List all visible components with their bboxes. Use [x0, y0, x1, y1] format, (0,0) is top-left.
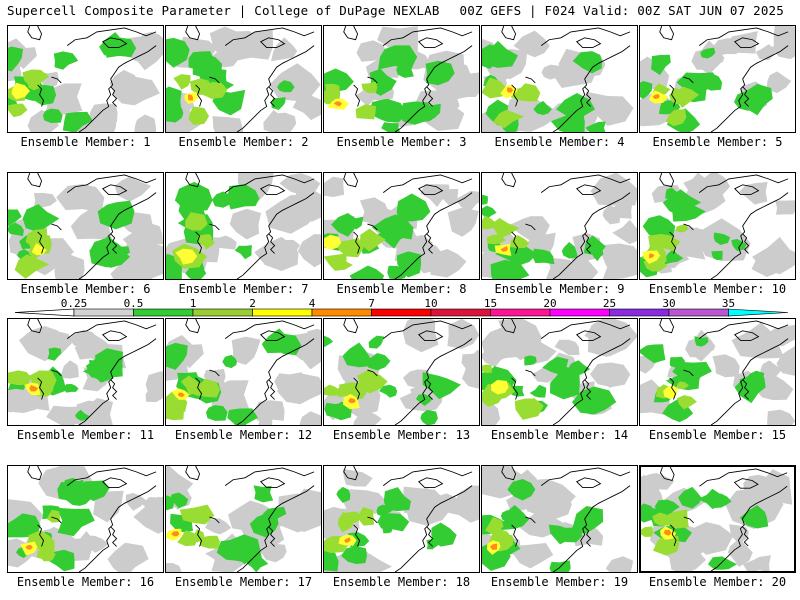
colorbar-left-arrow: [14, 308, 75, 317]
scp-field: [8, 466, 163, 572]
scp-field: [324, 319, 479, 425]
scp-field: [482, 319, 637, 425]
ensemble-map-8[interactable]: [323, 172, 480, 280]
ensemble-map-4[interactable]: [481, 25, 638, 133]
scp-field: [166, 173, 321, 279]
ensemble-map-14[interactable]: [481, 318, 638, 426]
scp-field: [166, 319, 321, 425]
ensemble-member-label: Ensemble Member: 5: [652, 135, 783, 149]
ensemble-map-11[interactable]: [7, 318, 164, 426]
scp-field: [482, 173, 637, 279]
ensemble-map-2[interactable]: [165, 25, 322, 133]
scp-field: [8, 173, 163, 279]
colorbar-tick-label: 35: [722, 297, 735, 310]
scp-field: [166, 26, 321, 132]
colorbar-tick-label: 7: [368, 297, 375, 310]
colorbar-swatch: [371, 308, 432, 317]
colorbar-tick-label: 4: [309, 297, 316, 310]
ensemble-map-20[interactable]: [639, 465, 796, 573]
colorbar-swatch: [549, 308, 610, 317]
colorbar-swatch: [430, 308, 491, 317]
ensemble-member-label: Ensemble Member: 6: [20, 282, 151, 296]
scp-field: [324, 466, 479, 572]
scp-field: [324, 173, 479, 279]
scp-field: [482, 466, 634, 572]
colorbar-tick-label: 15: [484, 297, 497, 310]
colorbar-swatch: [311, 308, 372, 317]
ensemble-map-6[interactable]: [7, 172, 164, 280]
colorbar-tick-label: 25: [603, 297, 616, 310]
colorbar-tick-label: 0.25: [61, 297, 88, 310]
ensemble-member-label: Ensemble Member: 7: [178, 282, 309, 296]
colorbar-tick-label: 20: [543, 297, 556, 310]
colorbar-tick-label: 1: [190, 297, 197, 310]
ensemble-member-label: Ensemble Member: 17: [174, 575, 313, 589]
colorbar-svg: 0.25 0.5 1 2 4 7 10 15 20 25 30 35: [14, 297, 789, 317]
colorbar-swatch: [252, 308, 313, 317]
scp-field: [641, 467, 793, 571]
scp-field: [8, 319, 163, 425]
ensemble-member-label: Ensemble Member: 16: [16, 575, 155, 589]
scp-field: [166, 466, 321, 572]
colorbar-swatch: [73, 308, 134, 317]
ensemble-map-18[interactable]: [323, 465, 480, 573]
ensemble-member-label: Ensemble Member: 13: [332, 428, 471, 442]
ensemble-map-7[interactable]: [165, 172, 322, 280]
ensemble-member-label: Ensemble Member: 10: [648, 282, 787, 296]
map-title: Supercell Composite Parameter | College …: [7, 3, 440, 18]
scp-field: [640, 319, 795, 425]
ensemble-map-16[interactable]: [7, 465, 164, 573]
ensemble-member-label: Ensemble Member: 4: [494, 135, 625, 149]
ensemble-member-label: Ensemble Member: 12: [174, 428, 313, 442]
ensemble-member-label: Ensemble Member: 2: [178, 135, 309, 149]
colorbar-tick-label: 30: [662, 297, 675, 310]
ensemble-map-17[interactable]: [165, 465, 322, 573]
ensemble-member-label: Ensemble Member: 18: [332, 575, 471, 589]
ensemble-member-label: Ensemble Member: 14: [490, 428, 629, 442]
ensemble-map-5[interactable]: [639, 25, 796, 133]
scp-field: [640, 26, 795, 132]
colorbar-tick-label: 10: [424, 297, 437, 310]
ensemble-member-label: Ensemble Member: 20: [648, 575, 787, 589]
colorbar-swatch: [490, 308, 551, 317]
scp-field: [324, 26, 479, 132]
ensemble-map-13[interactable]: [323, 318, 480, 426]
ensemble-map-3[interactable]: [323, 25, 480, 133]
ensemble-map-15[interactable]: [639, 318, 796, 426]
ensemble-map-19[interactable]: [481, 465, 638, 573]
ensemble-map-1[interactable]: [7, 25, 164, 133]
ensemble-member-label: Ensemble Member: 9: [494, 282, 625, 296]
colorbar-legend: 0.25 0.5 1 2 4 7 10 15 20 25 30 35: [0, 297, 800, 325]
valid-time: 00Z GEFS | F024 Valid: 00Z SAT JUN 07 20…: [459, 3, 784, 18]
ensemble-member-label: Ensemble Member: 1: [20, 135, 151, 149]
ensemble-map-9[interactable]: [481, 172, 638, 280]
ensemble-map-12[interactable]: [165, 318, 322, 426]
colorbar-tick-label: 0.5: [124, 297, 144, 310]
scp-field: [482, 26, 634, 132]
ensemble-map-10[interactable]: [639, 172, 796, 280]
ensemble-member-label: Ensemble Member: 8: [336, 282, 467, 296]
colorbar-swatch: [133, 308, 194, 317]
scp-field: [8, 26, 163, 132]
ensemble-member-label: Ensemble Member: 3: [336, 135, 467, 149]
ensemble-member-label: Ensemble Member: 19: [490, 575, 629, 589]
colorbar-swatch: [609, 308, 670, 317]
ensemble-member-label: Ensemble Member: 11: [16, 428, 155, 442]
colorbar-swatch: [192, 308, 253, 317]
colorbar-swatch: [728, 308, 789, 317]
colorbar-tick-label: 2: [249, 297, 256, 310]
scp-field: [640, 173, 795, 279]
colorbar-swatch: [668, 308, 729, 317]
ensemble-member-label: Ensemble Member: 15: [648, 428, 787, 442]
